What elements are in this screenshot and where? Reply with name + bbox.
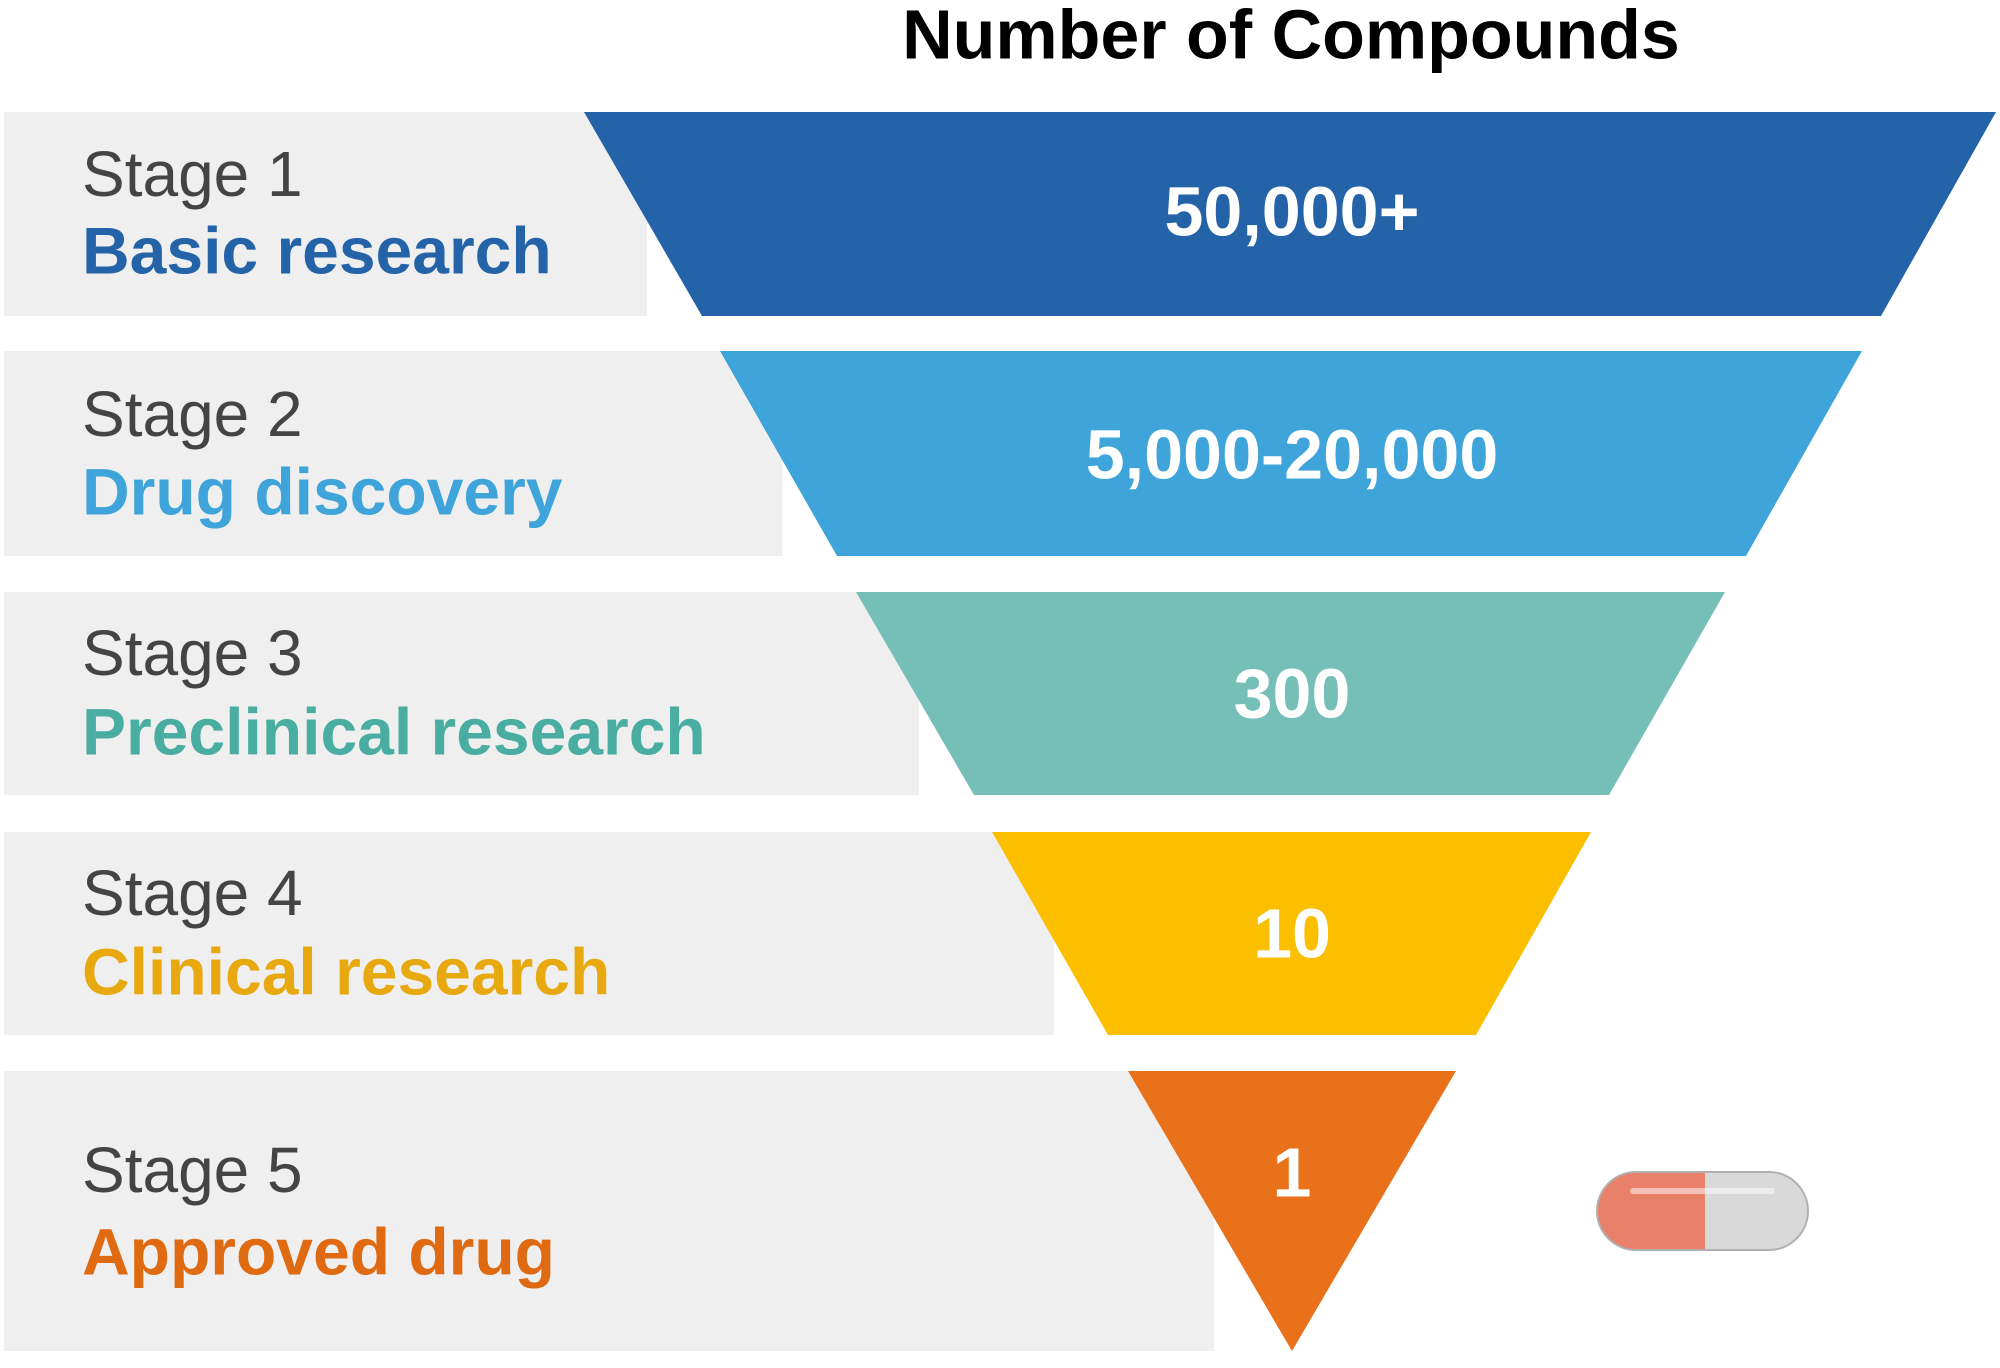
stage-name: Drug discovery [82, 454, 563, 528]
stage-name: Preclinical research [82, 694, 706, 768]
funnel-segment [856, 592, 1725, 795]
stage-label: Stage 1 [82, 138, 303, 210]
compound-count: 10 [1253, 894, 1331, 972]
compound-count: 300 [1234, 654, 1351, 732]
stage-band [4, 832, 1054, 1035]
stage-band [4, 112, 647, 316]
stage-band [4, 1071, 1214, 1351]
compound-count: 5,000-20,000 [1086, 415, 1499, 493]
stage-name: Clinical research [82, 934, 610, 1008]
stage-name: Approved drug [82, 1214, 555, 1288]
funnel-segment [584, 112, 1996, 316]
stage-label: Stage 4 [82, 857, 303, 929]
pill-icon [1596, 1171, 1809, 1251]
stage-label: Stage 2 [82, 378, 303, 450]
compound-count: 1 [1273, 1133, 1312, 1211]
stage-label: Stage 3 [82, 617, 303, 689]
compound-count: 50,000+ [1165, 172, 1420, 250]
stage-band [4, 592, 919, 795]
funnel-segment [720, 351, 1862, 556]
funnel-segment [1128, 1071, 1456, 1351]
funnel-segment [992, 832, 1591, 1035]
title: Number of Compounds [902, 0, 1680, 73]
stage-band [4, 351, 783, 556]
stage-label: Stage 5 [82, 1134, 303, 1206]
stage-name: Basic research [82, 213, 552, 287]
